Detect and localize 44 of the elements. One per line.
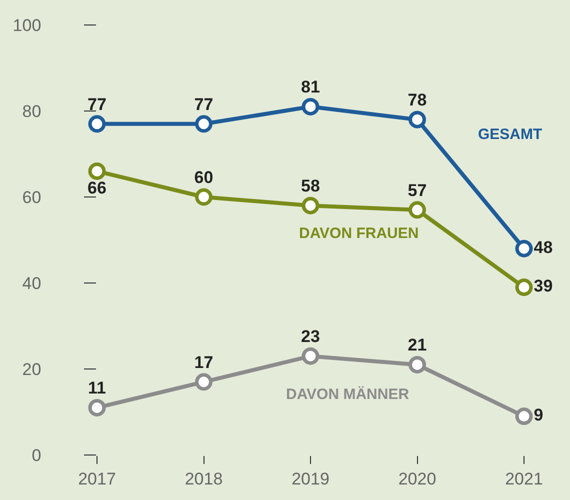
- point: [302, 98, 320, 116]
- point: [195, 188, 212, 206]
- point: [515, 240, 533, 258]
- data-label: 39: [534, 276, 553, 296]
- y-tick-label: 60: [22, 188, 51, 207]
- series-label: DAVON MÄNNER: [286, 386, 410, 403]
- data-label: 58: [301, 176, 320, 196]
- data-label: 66: [88, 178, 106, 198]
- point: [408, 356, 426, 374]
- data-label: 23: [301, 327, 320, 346]
- data-label: 60: [194, 168, 214, 187]
- series-label: DAVON FRAUEN: [299, 225, 419, 242]
- data-label: 81: [301, 78, 320, 97]
- x-tick-label: 2018: [184, 469, 223, 488]
- data-label: 11: [88, 378, 106, 398]
- y-tick-label: 80: [22, 102, 51, 121]
- point: [195, 373, 212, 391]
- data-label: 77: [194, 94, 214, 114]
- point: [88, 162, 106, 180]
- y-tick-label: 100: [12, 16, 51, 35]
- point: [408, 110, 426, 128]
- data-label: 57: [408, 180, 427, 200]
- x-tick-label: 2020: [398, 469, 436, 488]
- point: [302, 196, 320, 214]
- x-tick-label: 2017: [78, 469, 116, 488]
- x-tick-label: 2019: [292, 469, 330, 488]
- data-label: 21: [408, 336, 427, 355]
- text: GESAMT: [478, 126, 542, 143]
- data-label: 17: [194, 352, 214, 372]
- point: [88, 115, 106, 133]
- x-tick-label: 2021: [505, 469, 543, 488]
- y-tick-label: 40: [22, 274, 51, 293]
- point: [408, 201, 426, 219]
- data-label: 78: [408, 90, 427, 110]
- data-label: 9: [534, 406, 544, 425]
- point: [195, 115, 212, 133]
- data-label: 77: [88, 94, 106, 114]
- data-label: 48: [534, 238, 553, 257]
- y-tick-label: 20: [22, 360, 51, 379]
- point: [515, 408, 533, 426]
- point: [302, 347, 320, 365]
- point: [515, 278, 533, 296]
- y-tick-label: 0: [32, 446, 51, 465]
- point: [88, 398, 106, 416]
